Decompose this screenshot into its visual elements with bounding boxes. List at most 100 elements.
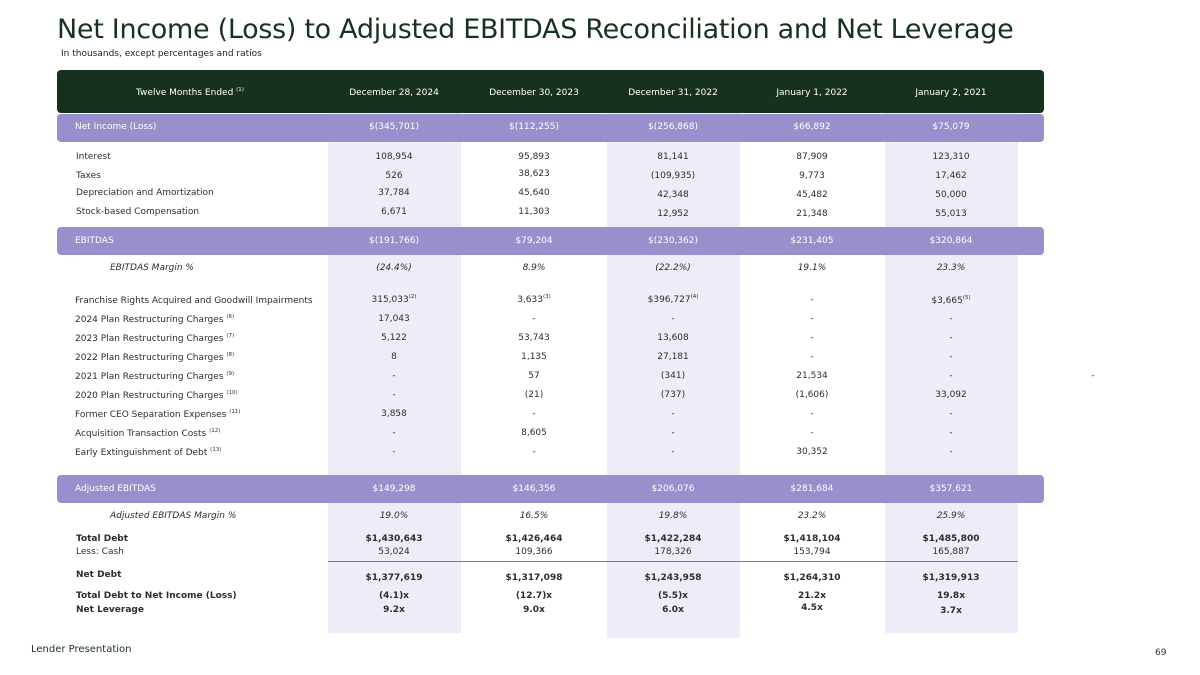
column-shade-2022 <box>607 113 740 638</box>
net-income-value: $66,892 <box>793 122 831 132</box>
depreciation-label: Depreciation and Amortization <box>76 188 214 198</box>
ebitdas-bar <box>57 227 1044 255</box>
debt-to-net-income-value: (5.5)x <box>658 591 688 601</box>
adjustment-value-text: 315,033 <box>371 295 409 305</box>
ebitdas-margin-label: EBITDAS Margin % <box>110 263 194 273</box>
interest-value: 123,310 <box>932 152 970 162</box>
adjustment-value: - <box>532 314 536 324</box>
page-subtitle: In thousands, except percentages and rat… <box>61 49 262 59</box>
total-debt-value: $1,422,284 <box>644 534 702 544</box>
adjustment-label-text: 2021 Plan Restructuring Charges <box>75 372 224 382</box>
taxes-value: 526 <box>385 171 403 181</box>
ebitdas-value: $231,405 <box>790 236 834 246</box>
adjustment-value: - <box>671 428 675 438</box>
adjustment-value: 8 <box>391 352 397 362</box>
debt-to-net-income-label: Total Debt to Net Income (Loss) <box>76 591 237 601</box>
column-shade-2024 <box>328 113 461 633</box>
adjustment-value: - <box>949 371 953 381</box>
adjustment-value: - <box>810 333 814 343</box>
adjustment-label: 2022 Plan Restructuring Charges (8) <box>75 352 234 363</box>
adjustment-value: - <box>392 447 396 457</box>
adjusted-ebitdas-value: $149,298 <box>372 484 416 494</box>
adjustment-value: 21,534 <box>796 371 828 381</box>
adjustment-label-note: (9) <box>226 371 235 377</box>
ebitdas-margin-value: 23.3% <box>936 263 966 273</box>
header-col-1: December 28, 2024 <box>349 88 439 98</box>
net-leverage-label: Net Leverage <box>76 605 144 615</box>
adjustment-value: - <box>949 352 953 362</box>
adjustment-value: 17,043 <box>378 314 410 324</box>
adjustment-value: (341) <box>660 371 686 381</box>
adjustment-value: 53,743 <box>518 333 550 343</box>
adjustment-value: 5,122 <box>381 333 407 343</box>
adjustment-value: - <box>810 314 814 324</box>
header-label: Twelve Months Ended (1) <box>136 87 244 98</box>
net-income-bar <box>57 114 1044 142</box>
subtotal-rule <box>328 561 1018 562</box>
adjustment-value: 3,858 <box>381 409 407 419</box>
adjusted-ebitdas-value: $206,076 <box>651 484 695 494</box>
adjustment-value: 8,605 <box>521 428 547 438</box>
adjustment-value-text: $396,727 <box>647 295 691 305</box>
net-leverage-value: 9.0x <box>523 605 545 615</box>
taxes-value: 38,623 <box>518 169 550 179</box>
adjustment-label: 2020 Plan Restructuring Charges (10) <box>75 390 238 401</box>
column-shade-2020 <box>885 113 1018 633</box>
ebitdas-label: EBITDAS <box>75 236 114 246</box>
interest-label: Interest <box>76 152 111 162</box>
taxes-value: 17,462 <box>935 171 967 181</box>
adjustment-value: - <box>810 409 814 419</box>
header-label-text: Twelve Months Ended <box>136 88 234 98</box>
adjustment-label-note: (13) <box>210 447 222 453</box>
less-cash-value: 109,366 <box>515 547 553 557</box>
stock-comp-value: 12,952 <box>657 209 689 219</box>
debt-to-net-income-value: 19.8x <box>936 591 966 601</box>
net-leverage-value: 3.7x <box>940 606 962 616</box>
net-income-value: $(112,255) <box>509 122 559 132</box>
adjustment-value: (1,606) <box>795 390 829 400</box>
adjustment-value: - <box>810 295 814 305</box>
adjustment-label-note: (7) <box>226 333 235 339</box>
adjustment-value: 57 <box>528 371 540 381</box>
adjustment-label-text: Early Extinguishment of Debt <box>75 448 208 458</box>
adjustment-value: - <box>949 314 953 324</box>
adjustment-value: 30,352 <box>796 447 828 457</box>
net-income-label: Net Income (Loss) <box>75 122 157 132</box>
adjustment-label-text: 2024 Plan Restructuring Charges <box>75 315 224 325</box>
adjustment-value: 33,092 <box>935 390 967 400</box>
adjustment-value: 13,608 <box>657 333 689 343</box>
adjustment-value: $396,727(4) <box>647 294 699 305</box>
taxes-label: Taxes <box>76 171 101 181</box>
adjustment-label: Franchise Rights Acquired and Goodwill I… <box>75 296 313 306</box>
adjustment-value: - <box>532 409 536 419</box>
ebitdas-value: $79,204 <box>515 236 553 246</box>
total-debt-value: $1,418,104 <box>783 534 841 544</box>
adjustment-label-text: Former CEO Separation Expenses <box>75 410 227 420</box>
adjustment-label: 2024 Plan Restructuring Charges (6) <box>75 314 235 325</box>
adjustment-value-note: (2) <box>408 294 417 300</box>
adjustment-value: 27,181 <box>657 352 689 362</box>
net-leverage-value: 6.0x <box>662 605 684 615</box>
adjustment-value-note: (3) <box>542 294 551 300</box>
interest-value: 108,954 <box>375 152 413 162</box>
total-debt-label: Total Debt <box>76 534 129 544</box>
less-cash-value: 153,794 <box>793 547 831 557</box>
stock-comp-value: 21,348 <box>796 209 828 219</box>
table-header-bar <box>57 70 1044 113</box>
page-number: 69 <box>1155 648 1167 658</box>
interest-value: 87,909 <box>796 152 828 162</box>
adjustment-label-note: (6) <box>226 314 235 320</box>
header-col-2: December 30, 2023 <box>489 88 579 98</box>
less-cash-value: 165,887 <box>932 547 970 557</box>
depreciation-value: 45,482 <box>796 190 828 200</box>
debt-to-net-income-value: (12.7)x <box>515 591 553 601</box>
net-debt-value: $1,264,310 <box>783 573 841 583</box>
adjustment-value: - <box>949 428 953 438</box>
stray-dash: - <box>1091 371 1095 381</box>
adjusted-ebitdas-label: Adjusted EBITDAS <box>75 484 156 494</box>
total-debt-value: $1,426,464 <box>505 534 563 544</box>
adjusted-ebitdas-margin-label: Adjusted EBITDAS Margin % <box>110 511 237 521</box>
debt-to-net-income-value: 21.2x <box>797 591 827 601</box>
adjustment-label-note: (11) <box>229 409 241 415</box>
depreciation-value: 50,000 <box>935 190 967 200</box>
